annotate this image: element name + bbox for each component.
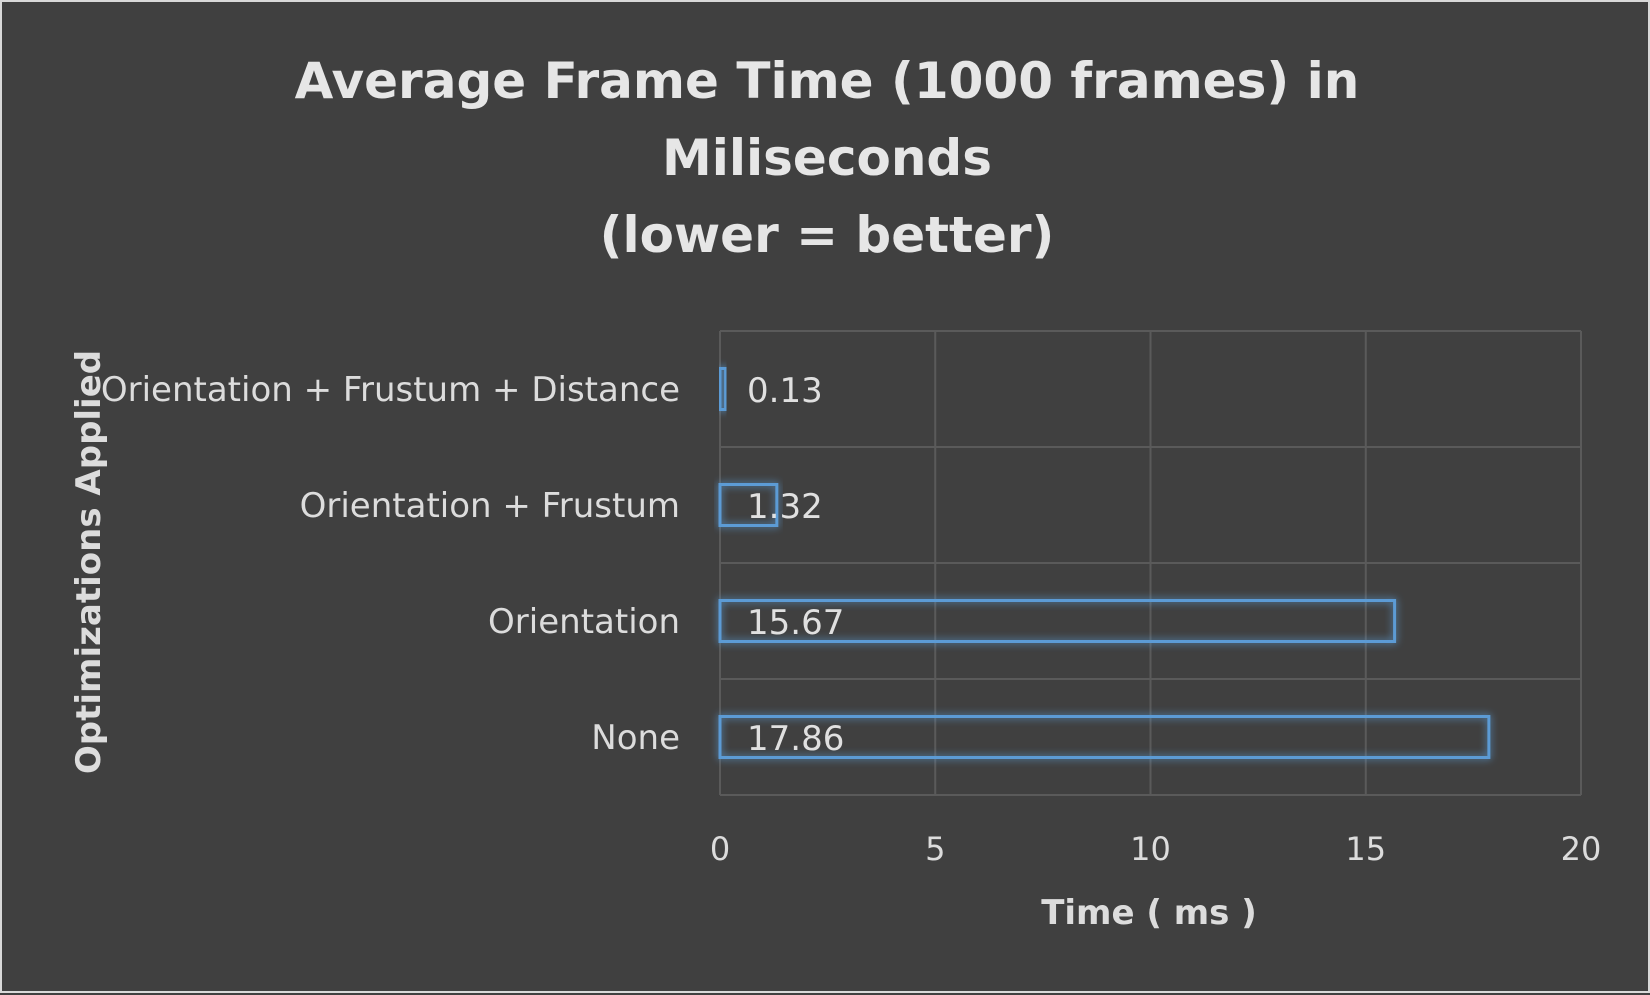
data-label: 0.13 — [747, 371, 823, 411]
y-axis-title: Optimizations Applied — [69, 350, 109, 774]
category-label: Orientation + Frustum — [300, 486, 680, 526]
data-label: 1.32 — [747, 487, 823, 527]
category-label: Orientation + Frustum + Distance — [101, 370, 680, 410]
bar — [718, 715, 1491, 759]
bar — [718, 599, 1397, 643]
bar — [718, 367, 728, 411]
plot-area: 0 5 10 15 20 None 17.86 Orientation 15.67 Orienta… — [101, 330, 1602, 868]
chart-title-line-1: Average Frame Time (1000 frames) in — [295, 52, 1360, 110]
data-label: 15.67 — [747, 603, 844, 643]
category-label: None — [591, 718, 680, 758]
x-tick-label: 20 — [1561, 830, 1602, 868]
chart-title-line-3: (lower = better) — [600, 206, 1055, 264]
chart-title-line-2: Miliseconds — [662, 129, 992, 187]
x-tick-label: 15 — [1345, 830, 1386, 868]
x-axis-title: Time ( ms ) — [1041, 893, 1257, 933]
bar — [718, 483, 779, 527]
x-tick-label: 0 — [710, 830, 730, 868]
x-tick-label: 10 — [1130, 830, 1171, 868]
data-label: 17.86 — [747, 719, 844, 759]
x-tick-label: 5 — [925, 830, 945, 868]
category-label: Orientation — [488, 602, 680, 642]
